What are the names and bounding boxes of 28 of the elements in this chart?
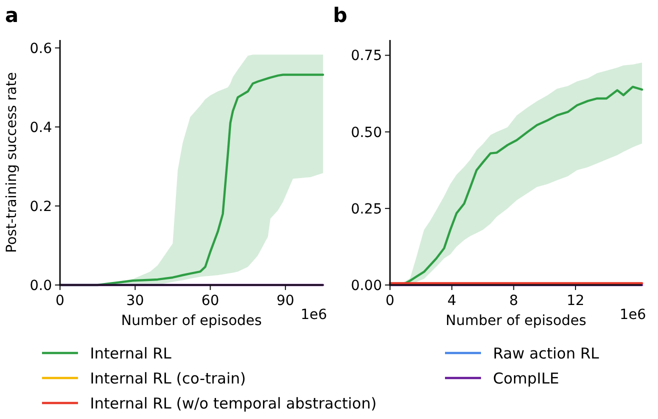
y-tick-label: 0.0 (30, 278, 52, 294)
chart-title: a (5, 3, 18, 27)
legend-label: Internal RL (w/o temporal abstraction) (90, 394, 377, 412)
x-tick-label: 90 (276, 293, 294, 309)
legend-label: CompILE (493, 369, 560, 388)
y-tick-label: 0.00 (350, 278, 382, 294)
x-tick-label: 60 (201, 293, 220, 309)
y-tick-label: 0.75 (350, 48, 382, 64)
y-tick-label: 0.25 (350, 201, 382, 218)
x-tick-label: 0 (56, 293, 64, 309)
text: 1e6 (620, 307, 646, 323)
x-tick-label: 8 (509, 293, 518, 309)
y-tick-label: 0.4 (30, 120, 52, 136)
y-tick-label: 0.2 (30, 198, 52, 215)
y-tick-label: 0.6 (30, 40, 52, 57)
text: 1e6 (300, 307, 328, 323)
y-axis-title: Post-training success rate (4, 72, 20, 253)
x-tick-label: 12 (566, 293, 584, 309)
x-axis-title: Number of episodes (121, 313, 262, 329)
chart-title: b (333, 3, 348, 27)
x-tick-label: 30 (126, 293, 144, 309)
y-tick-label: 0.50 (350, 124, 382, 141)
legend-label: Raw action RL (493, 344, 600, 362)
x-tick-label: 4 (447, 293, 456, 309)
legend-label: Internal RL (co-train) (90, 369, 246, 388)
x-axis-title: Number of episodes (446, 313, 586, 329)
legend-label: Internal RL (90, 344, 172, 362)
x-tick-label: 0 (386, 293, 394, 309)
